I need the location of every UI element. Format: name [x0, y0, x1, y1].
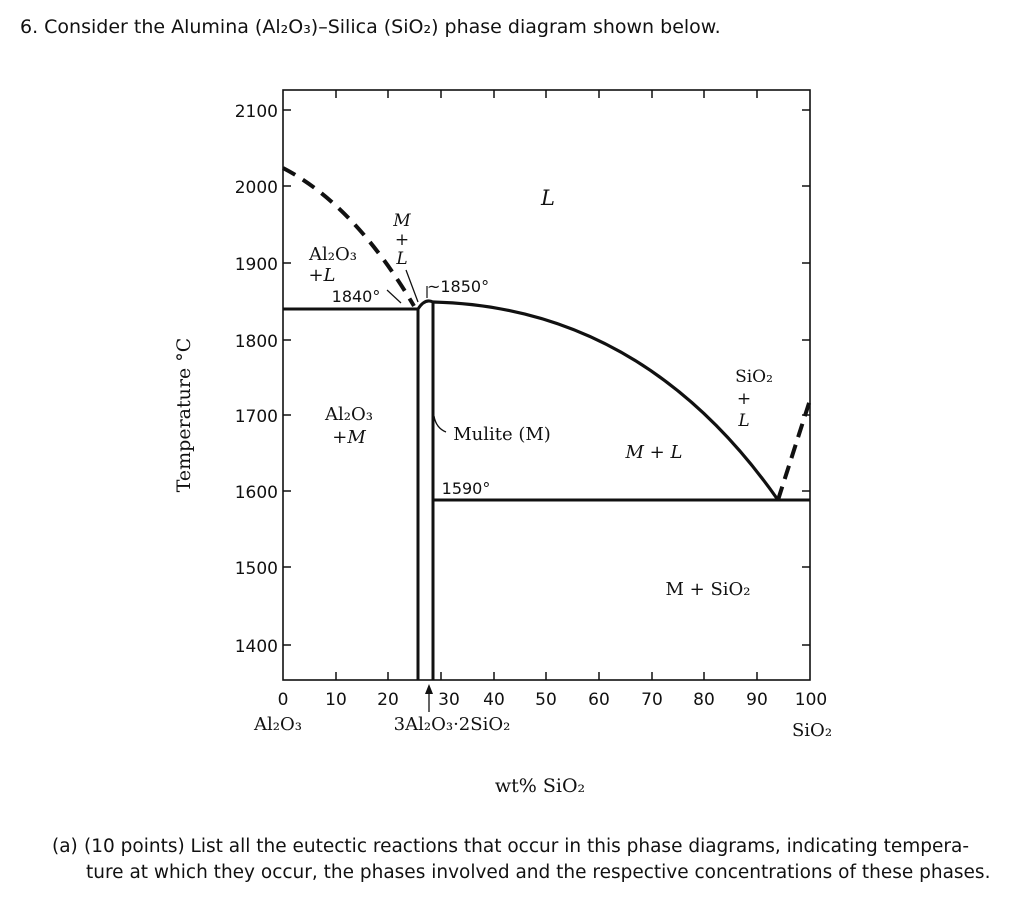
x-tick-label: 70 — [641, 690, 663, 710]
part-a-line1: (10 points) List all the eutectic reacti… — [84, 836, 970, 857]
x-left-end-label: Al₂O₃ — [253, 714, 302, 735]
region-m-plus-l-vertical-plus: + — [395, 230, 409, 250]
temp-eutectic-1840: 1840° — [332, 287, 381, 306]
temp-eutectic-1590: 1590° — [442, 479, 491, 498]
part-a-marker: (a) — [52, 836, 78, 857]
x-tick-label: 60 — [588, 690, 610, 710]
x-axis-title: wt% SiO₂ — [495, 775, 585, 797]
mulite-liquidus — [432, 300, 780, 501]
region-al2o3-mulite-bottom: +M — [332, 427, 366, 448]
al2o3-liquidus-dashed — [282, 166, 416, 308]
x-tick-label: 40 — [483, 690, 505, 710]
x-axis-ticks — [335, 90, 758, 680]
y-tick-label: 1900 — [235, 255, 278, 275]
temp-congruent-1850: ~1850° — [427, 277, 489, 296]
y-tick-label: 1700 — [235, 407, 278, 427]
y-tick-label: 1800 — [235, 332, 278, 352]
sio2-liquidus-dashed — [776, 399, 812, 501]
question-heading: 6. Consider the Alumina (Al₂O₃)–Silica (… — [20, 16, 721, 38]
region-al2o3-mulite-top: Al₂O₃ — [324, 404, 373, 425]
x-tick-label: 0 — [278, 690, 289, 710]
x-right-end-label: SiO₂ — [792, 720, 832, 741]
region-mulite: Mulite (M) — [453, 424, 551, 445]
region-al2o3-liquid-bottom: +L — [308, 265, 335, 286]
region-m-plus-sio2: M + SiO₂ — [665, 579, 750, 600]
compound-arrow-head — [425, 684, 433, 694]
y-tick-label: 1600 — [235, 483, 278, 503]
compound-label: 3Al₂O₃·2SiO₂ — [394, 714, 511, 735]
x-tick-label: 100 — [795, 690, 827, 710]
x-tick-label: 20 — [377, 690, 399, 710]
y-tick-label: 1500 — [235, 559, 278, 579]
x-tick-label: 30 — [438, 690, 460, 710]
region-sio2-liquid-l: L — [737, 411, 749, 431]
y-tick-label: 2000 — [235, 178, 278, 198]
y-tick-label: 1400 — [235, 637, 278, 657]
region-m-plus-l: M + L — [625, 442, 683, 463]
x-tick-label: 80 — [693, 690, 715, 710]
x-tick-label: 50 — [535, 690, 557, 710]
region-sio2-liquid-top: SiO₂ — [735, 367, 773, 387]
region-liquid: L — [540, 186, 555, 210]
mulite-melt-top — [416, 299, 434, 310]
temp-1840-pointer — [386, 289, 402, 304]
region-m-plus-l-vertical-l: L — [395, 249, 407, 269]
part-a-question: (a) (10 points) List all the eutectic rea… — [52, 834, 992, 886]
x-tick-label: 10 — [325, 690, 347, 710]
part-a-line2: ture at which they occur, the phases inv… — [86, 862, 991, 883]
x-tick-label: 90 — [746, 690, 768, 710]
y-tick-label: 2100 — [235, 102, 278, 122]
region-al2o3-liquid-top: Al₂O₃ — [308, 244, 357, 265]
region-sio2-liquid-plus: + — [737, 389, 751, 409]
m-plus-l-pointer — [405, 269, 419, 303]
mulite-pointer — [433, 415, 447, 433]
region-m-plus-l-vertical-m: M — [392, 211, 411, 231]
y-axis-title: Temperature °C — [173, 338, 195, 493]
